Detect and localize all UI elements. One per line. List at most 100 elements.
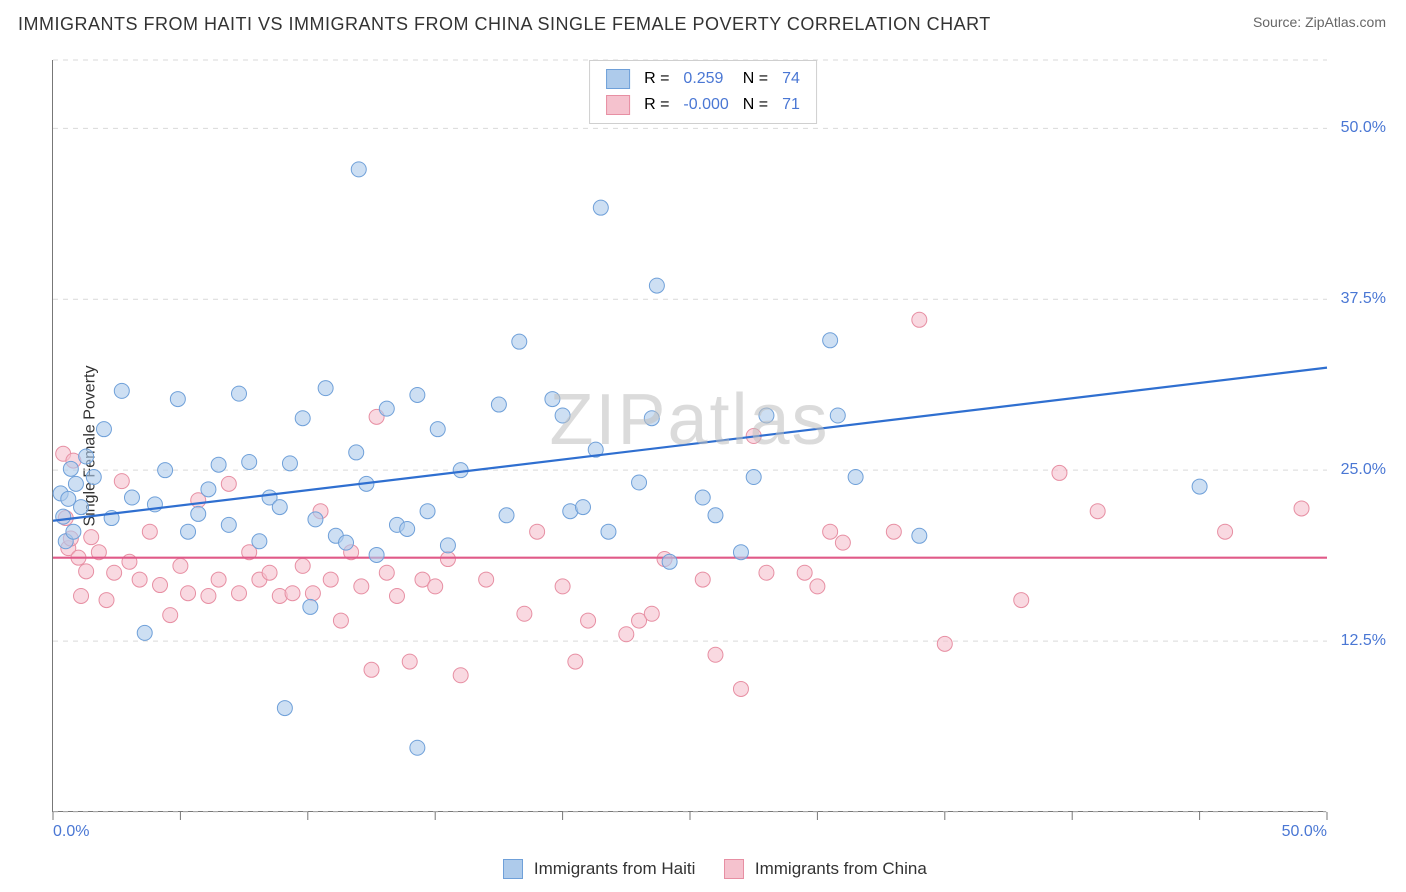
scatter-point: [823, 524, 838, 539]
scatter-point: [114, 383, 129, 398]
scatter-point: [295, 558, 310, 573]
scatter-point: [428, 579, 443, 594]
scatter-point: [440, 538, 455, 553]
scatter-point: [1218, 524, 1233, 539]
scatter-point: [379, 565, 394, 580]
scatter-point: [351, 162, 366, 177]
scatter-point: [318, 381, 333, 396]
scatter-point: [295, 411, 310, 426]
scatter-point: [285, 586, 300, 601]
scatter-point: [262, 565, 277, 580]
scatter-point: [61, 491, 76, 506]
scatter-point: [66, 524, 81, 539]
scatter-point: [644, 411, 659, 426]
scatter-point: [201, 482, 216, 497]
scatter-point: [339, 535, 354, 550]
scatter-point: [272, 500, 287, 515]
scatter-point: [708, 508, 723, 523]
legend-swatch-series1: [503, 859, 523, 879]
scatter-point: [282, 456, 297, 471]
scatter-point: [835, 535, 850, 550]
scatter-point: [163, 608, 178, 623]
scatter-point: [74, 588, 89, 603]
scatter-point: [410, 387, 425, 402]
scatter-point: [181, 524, 196, 539]
scatter-point: [555, 579, 570, 594]
scatter-point: [1014, 593, 1029, 608]
scatter-point: [410, 740, 425, 755]
legend-label-series1: Immigrants from Haiti: [534, 859, 696, 878]
scatter-point: [242, 454, 257, 469]
scatter-point: [823, 333, 838, 348]
scatter-point: [886, 524, 901, 539]
scatter-point: [96, 422, 111, 437]
scatter-point: [232, 586, 247, 601]
scatter-point: [158, 463, 173, 478]
legend-r-label: R =: [638, 93, 675, 117]
scatter-point: [56, 509, 71, 524]
scatter-point: [364, 662, 379, 677]
legend-label-series2: Immigrants from China: [755, 859, 927, 878]
scatter-point: [354, 579, 369, 594]
scatter-point: [1052, 465, 1067, 480]
scatter-point: [601, 524, 616, 539]
scatter-point: [153, 578, 168, 593]
y-tick-label: 25.0%: [1341, 461, 1386, 479]
scatter-point: [349, 445, 364, 460]
scatter-point: [695, 490, 710, 505]
legend-n-label: N =: [737, 67, 774, 91]
scatter-point: [575, 500, 590, 515]
source-prefix: Source:: [1253, 14, 1305, 30]
scatter-point: [708, 647, 723, 662]
scatter-point: [420, 504, 435, 519]
scatter-point: [593, 200, 608, 215]
scatter-point: [662, 554, 677, 569]
scatter-point: [632, 475, 647, 490]
scatter-point: [619, 627, 634, 642]
scatter-point: [173, 558, 188, 573]
legend-r-label: R =: [638, 67, 675, 91]
scatter-point: [389, 588, 404, 603]
scatter-point: [211, 572, 226, 587]
legend-r-series2: -0.000: [677, 93, 734, 117]
scatter-point: [545, 392, 560, 407]
scatter-point: [746, 470, 761, 485]
scatter-point: [400, 521, 415, 536]
scatter-point: [453, 668, 468, 683]
scatter-point: [252, 534, 267, 549]
scatter-point: [379, 401, 394, 416]
scatter-point: [181, 586, 196, 601]
legend-swatch-series2: [606, 95, 630, 115]
scatter-point: [99, 593, 114, 608]
scatter-point: [68, 476, 83, 491]
scatter-point: [644, 606, 659, 621]
scatter-point: [308, 512, 323, 527]
x-tick-label: 0.0%: [53, 823, 89, 841]
scatter-point: [369, 547, 384, 562]
correlation-legend: R = 0.259 N = 74 R = -0.000 N = 71: [589, 60, 817, 124]
scatter-point: [1090, 504, 1105, 519]
scatter-point: [333, 613, 348, 628]
scatter-point: [170, 392, 185, 407]
scatter-point: [830, 408, 845, 423]
scatter-point: [122, 554, 137, 569]
scatter-point: [74, 500, 89, 515]
scatter-point: [568, 654, 583, 669]
scatter-point: [797, 565, 812, 580]
scatter-point: [79, 564, 94, 579]
scatter-point: [479, 572, 494, 587]
scatter-point: [142, 524, 157, 539]
scatter-point: [137, 625, 152, 640]
scatter-point: [512, 334, 527, 349]
scatter-point: [912, 528, 927, 543]
scatter-point: [759, 408, 774, 423]
scatter-point: [499, 508, 514, 523]
source-name: ZipAtlas.com: [1305, 14, 1386, 30]
scatter-point: [221, 517, 236, 532]
legend-swatch-series1: [606, 69, 630, 89]
scatter-point: [305, 586, 320, 601]
chart-title: IMMIGRANTS FROM HAITI VS IMMIGRANTS FROM…: [18, 14, 991, 35]
scatter-point: [440, 552, 455, 567]
scatter-point: [555, 408, 570, 423]
scatter-point: [912, 312, 927, 327]
